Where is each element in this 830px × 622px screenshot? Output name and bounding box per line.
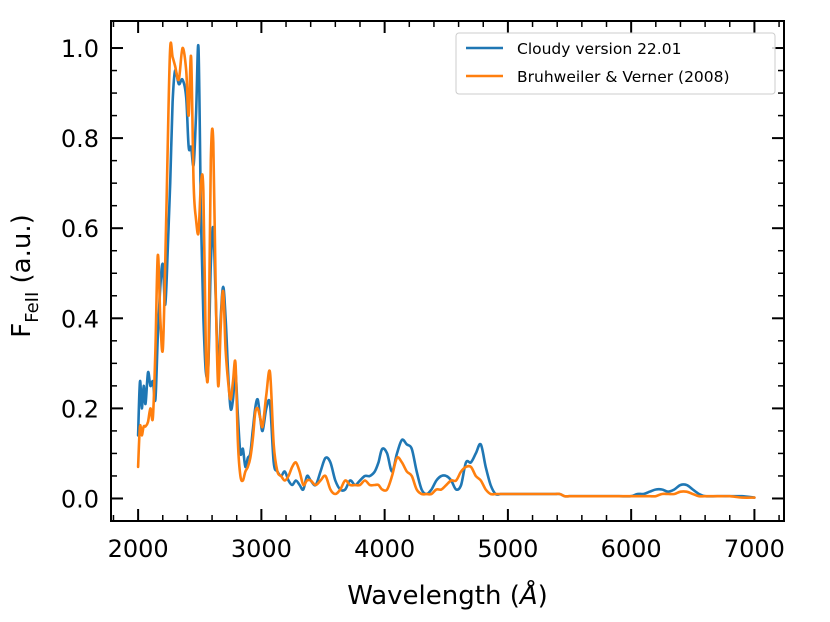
y-tick-label: 0.8 bbox=[61, 125, 99, 153]
y-tick-label: 0.6 bbox=[61, 215, 99, 243]
x-axis-label-unit: Å bbox=[518, 579, 538, 611]
legend-box bbox=[455, 32, 776, 95]
x-tick-label: 2000 bbox=[108, 535, 169, 563]
legend-label-bruhweiler: Bruhweiler & Verner (2008) bbox=[517, 68, 730, 86]
x-axis-label-text: Wavelength ( bbox=[347, 581, 520, 611]
series-line-1 bbox=[136, 41, 756, 499]
x-axis-label: Wavelength (Å) bbox=[347, 579, 548, 611]
plot-frame bbox=[110, 20, 785, 522]
x-axis-label-close: ) bbox=[538, 581, 548, 611]
y-axis-label-unit: (a.u.) bbox=[7, 214, 37, 292]
legend-label-cloudy: Cloudy version 22.01 bbox=[517, 40, 681, 58]
ticks: 2000 3000 4000 5000 6000 7000 0.0 0.2 0.4 0.6 0.8 1… bbox=[61, 21, 785, 563]
x-tick-label: 4000 bbox=[354, 535, 415, 563]
y-tick-label: 0.0 bbox=[61, 485, 99, 513]
x-tick-label: 3000 bbox=[231, 535, 292, 563]
y-tick-label: 0.4 bbox=[61, 305, 99, 333]
legend: Cloudy version 22.01 Bruhweiler & Verner… bbox=[455, 32, 776, 95]
y-tick-label: 1.0 bbox=[61, 35, 99, 63]
y-axis-label-main: F bbox=[7, 323, 37, 338]
x-tick-label: 5000 bbox=[477, 535, 538, 563]
y-axis-label-sub: FeII bbox=[22, 292, 43, 323]
y-tick-label: 0.2 bbox=[61, 395, 99, 423]
x-tick-label: 6000 bbox=[601, 535, 662, 563]
series-layer bbox=[136, 41, 756, 499]
y-axis-label: FFeII (a.u.) bbox=[7, 214, 43, 338]
series-line-0 bbox=[136, 43, 756, 499]
x-tick-label: 7000 bbox=[724, 535, 785, 563]
